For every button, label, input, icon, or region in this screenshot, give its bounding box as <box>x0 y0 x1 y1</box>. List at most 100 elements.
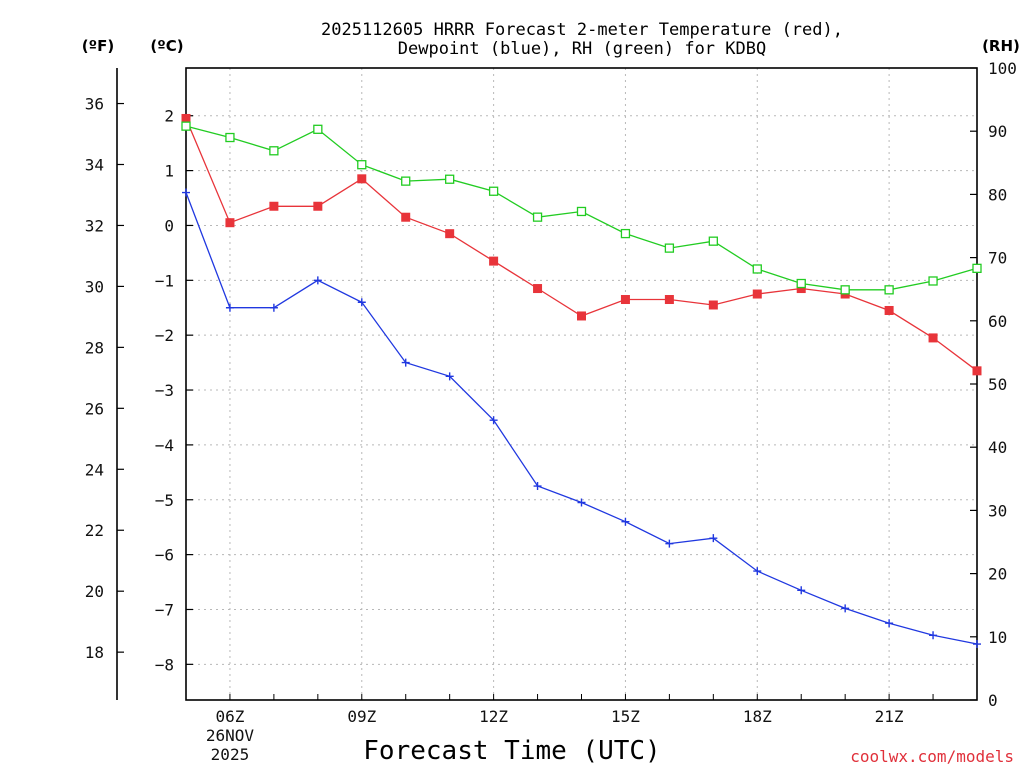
fahrenheit-tick-label: 20 <box>85 582 104 601</box>
relative-humidity-point <box>664 243 675 253</box>
relative-humidity-series <box>181 121 982 295</box>
dewpoint-point <box>665 539 674 548</box>
relative-humidity-point <box>796 278 806 289</box>
2-meter-temperature-point <box>972 366 982 376</box>
plot-frame <box>185 67 978 701</box>
x-tick-label: 18Z <box>743 707 772 726</box>
relative-humidity-point <box>840 285 850 295</box>
relative-humidity-point <box>445 174 455 184</box>
x-tick-label: 2025 <box>211 745 250 764</box>
fahrenheit-tick-label: 34 <box>85 155 104 174</box>
rh-tick-label: 80 <box>988 185 1007 204</box>
celsius-tick-label: −4 <box>155 436 174 455</box>
fahrenheit-tick-label: 28 <box>85 338 104 357</box>
dewpoint-point <box>313 276 322 285</box>
2-meter-temperature-series <box>181 113 982 376</box>
chart-title: 2025112605 HRRR Forecast 2-meter Tempera… <box>321 20 843 59</box>
2-meter-temperature-point <box>269 201 279 211</box>
gridlines <box>186 68 977 700</box>
dewpoint-point <box>973 640 981 649</box>
rh-tick-label: 20 <box>988 565 1007 584</box>
relative-humidity-point <box>181 121 191 131</box>
relative-humidity-point <box>269 146 279 156</box>
relative-humidity-point <box>620 228 631 239</box>
relative-humidity-point <box>225 132 235 143</box>
x-tick-label: 12Z <box>479 707 508 726</box>
2-meter-temperature-point <box>884 305 894 315</box>
2-meter-temperature-point <box>181 113 191 123</box>
dewpoint-point <box>401 358 410 367</box>
dewpoint-point <box>929 631 938 640</box>
x-tick-label: 26NOV <box>206 726 255 745</box>
2-meter-temperature-point <box>401 212 411 222</box>
rh-tick-label: 0 <box>988 691 998 710</box>
credit-text: coolwx.com/models <box>850 747 1014 766</box>
fahrenheit-tick-label: 18 <box>85 643 104 662</box>
celsius-tick-label: −7 <box>155 600 174 619</box>
rh-tick-label: 70 <box>988 249 1007 268</box>
dewpoint-point <box>885 619 894 628</box>
celsius-tick-label: −5 <box>155 491 174 510</box>
rh-tick-label: 50 <box>988 375 1007 394</box>
dewpoint-point <box>445 372 454 381</box>
2-meter-temperature-point <box>489 256 499 266</box>
dewpoint-point <box>753 567 762 576</box>
rh-tick-label: 100 <box>988 59 1017 78</box>
rh-tick-label: 90 <box>988 122 1007 141</box>
2-meter-temperature-point <box>357 174 367 184</box>
celsius-tick-label: −2 <box>155 326 174 345</box>
celsius-tick-label: −6 <box>155 546 174 565</box>
celsius-tick-label: −1 <box>155 271 174 290</box>
dewpoint-point <box>357 298 366 307</box>
rh-unit-label: (RH) <box>982 37 1020 55</box>
fahrenheit-tick-label: 32 <box>85 216 104 235</box>
relative-humidity-point <box>884 285 894 295</box>
celsius-tick-label: −8 <box>155 655 174 674</box>
relative-humidity-point <box>488 186 499 196</box>
2-meter-temperature-line <box>185 118 978 372</box>
fahrenheit-tick-label: 26 <box>85 399 104 418</box>
relative-humidity-point <box>532 212 543 222</box>
relative-humidity-point <box>313 124 323 134</box>
dewpoint-point <box>225 303 234 312</box>
2-meter-temperature-point <box>928 333 938 343</box>
dewpoint-line <box>185 192 978 645</box>
2-meter-temperature-point <box>445 229 455 239</box>
relative-humidity-point <box>576 206 587 217</box>
2-meter-temperature-point <box>664 295 674 305</box>
2-meter-temperature-point <box>533 284 543 294</box>
axes <box>116 67 978 701</box>
x-tick-label: 15Z <box>611 707 640 726</box>
dewpoint-point <box>797 586 806 595</box>
dewpoint-point <box>841 604 850 613</box>
relative-humidity-point <box>401 176 411 186</box>
dewpoint-point <box>269 303 278 312</box>
2-meter-temperature-point <box>313 201 323 211</box>
dewpoint-point <box>182 188 190 197</box>
dewpoint-series <box>182 188 981 649</box>
celsius-tick-label: 2 <box>164 107 174 126</box>
relative-humidity-point <box>708 236 718 246</box>
fahrenheit-tick-label: 22 <box>85 521 104 540</box>
dewpoint-point <box>533 482 542 491</box>
2-meter-temperature-point <box>752 289 762 299</box>
fahrenheit-tick-label: 24 <box>85 460 104 479</box>
2-meter-temperature-point <box>225 218 235 228</box>
fahrenheit-tick-label: 36 <box>85 95 104 114</box>
fahrenheit-tick-label: 30 <box>85 277 104 296</box>
celsius-tick-label: −3 <box>155 381 174 400</box>
2-meter-temperature-point <box>708 300 718 310</box>
celsius-tick-label: 0 <box>164 216 174 235</box>
celsius-tick-label: 1 <box>164 162 174 181</box>
x-tick-label: 06Z <box>215 707 244 726</box>
dewpoint-point <box>709 534 718 543</box>
data-series <box>181 113 982 649</box>
dewpoint-point <box>621 517 630 526</box>
chart-title-line-2: Dewpoint (blue), RH (green) for KDBQ <box>398 39 766 59</box>
tick-labels: 36343230282624222018210−1−2−3−4−5−6−7−81… <box>85 59 1017 764</box>
dewpoint-point <box>489 416 498 425</box>
rh-tick-label: 30 <box>988 501 1007 520</box>
chart-title-line-1: 2025112605 HRRR Forecast 2-meter Tempera… <box>321 20 843 40</box>
rh-tick-label: 10 <box>988 628 1007 647</box>
